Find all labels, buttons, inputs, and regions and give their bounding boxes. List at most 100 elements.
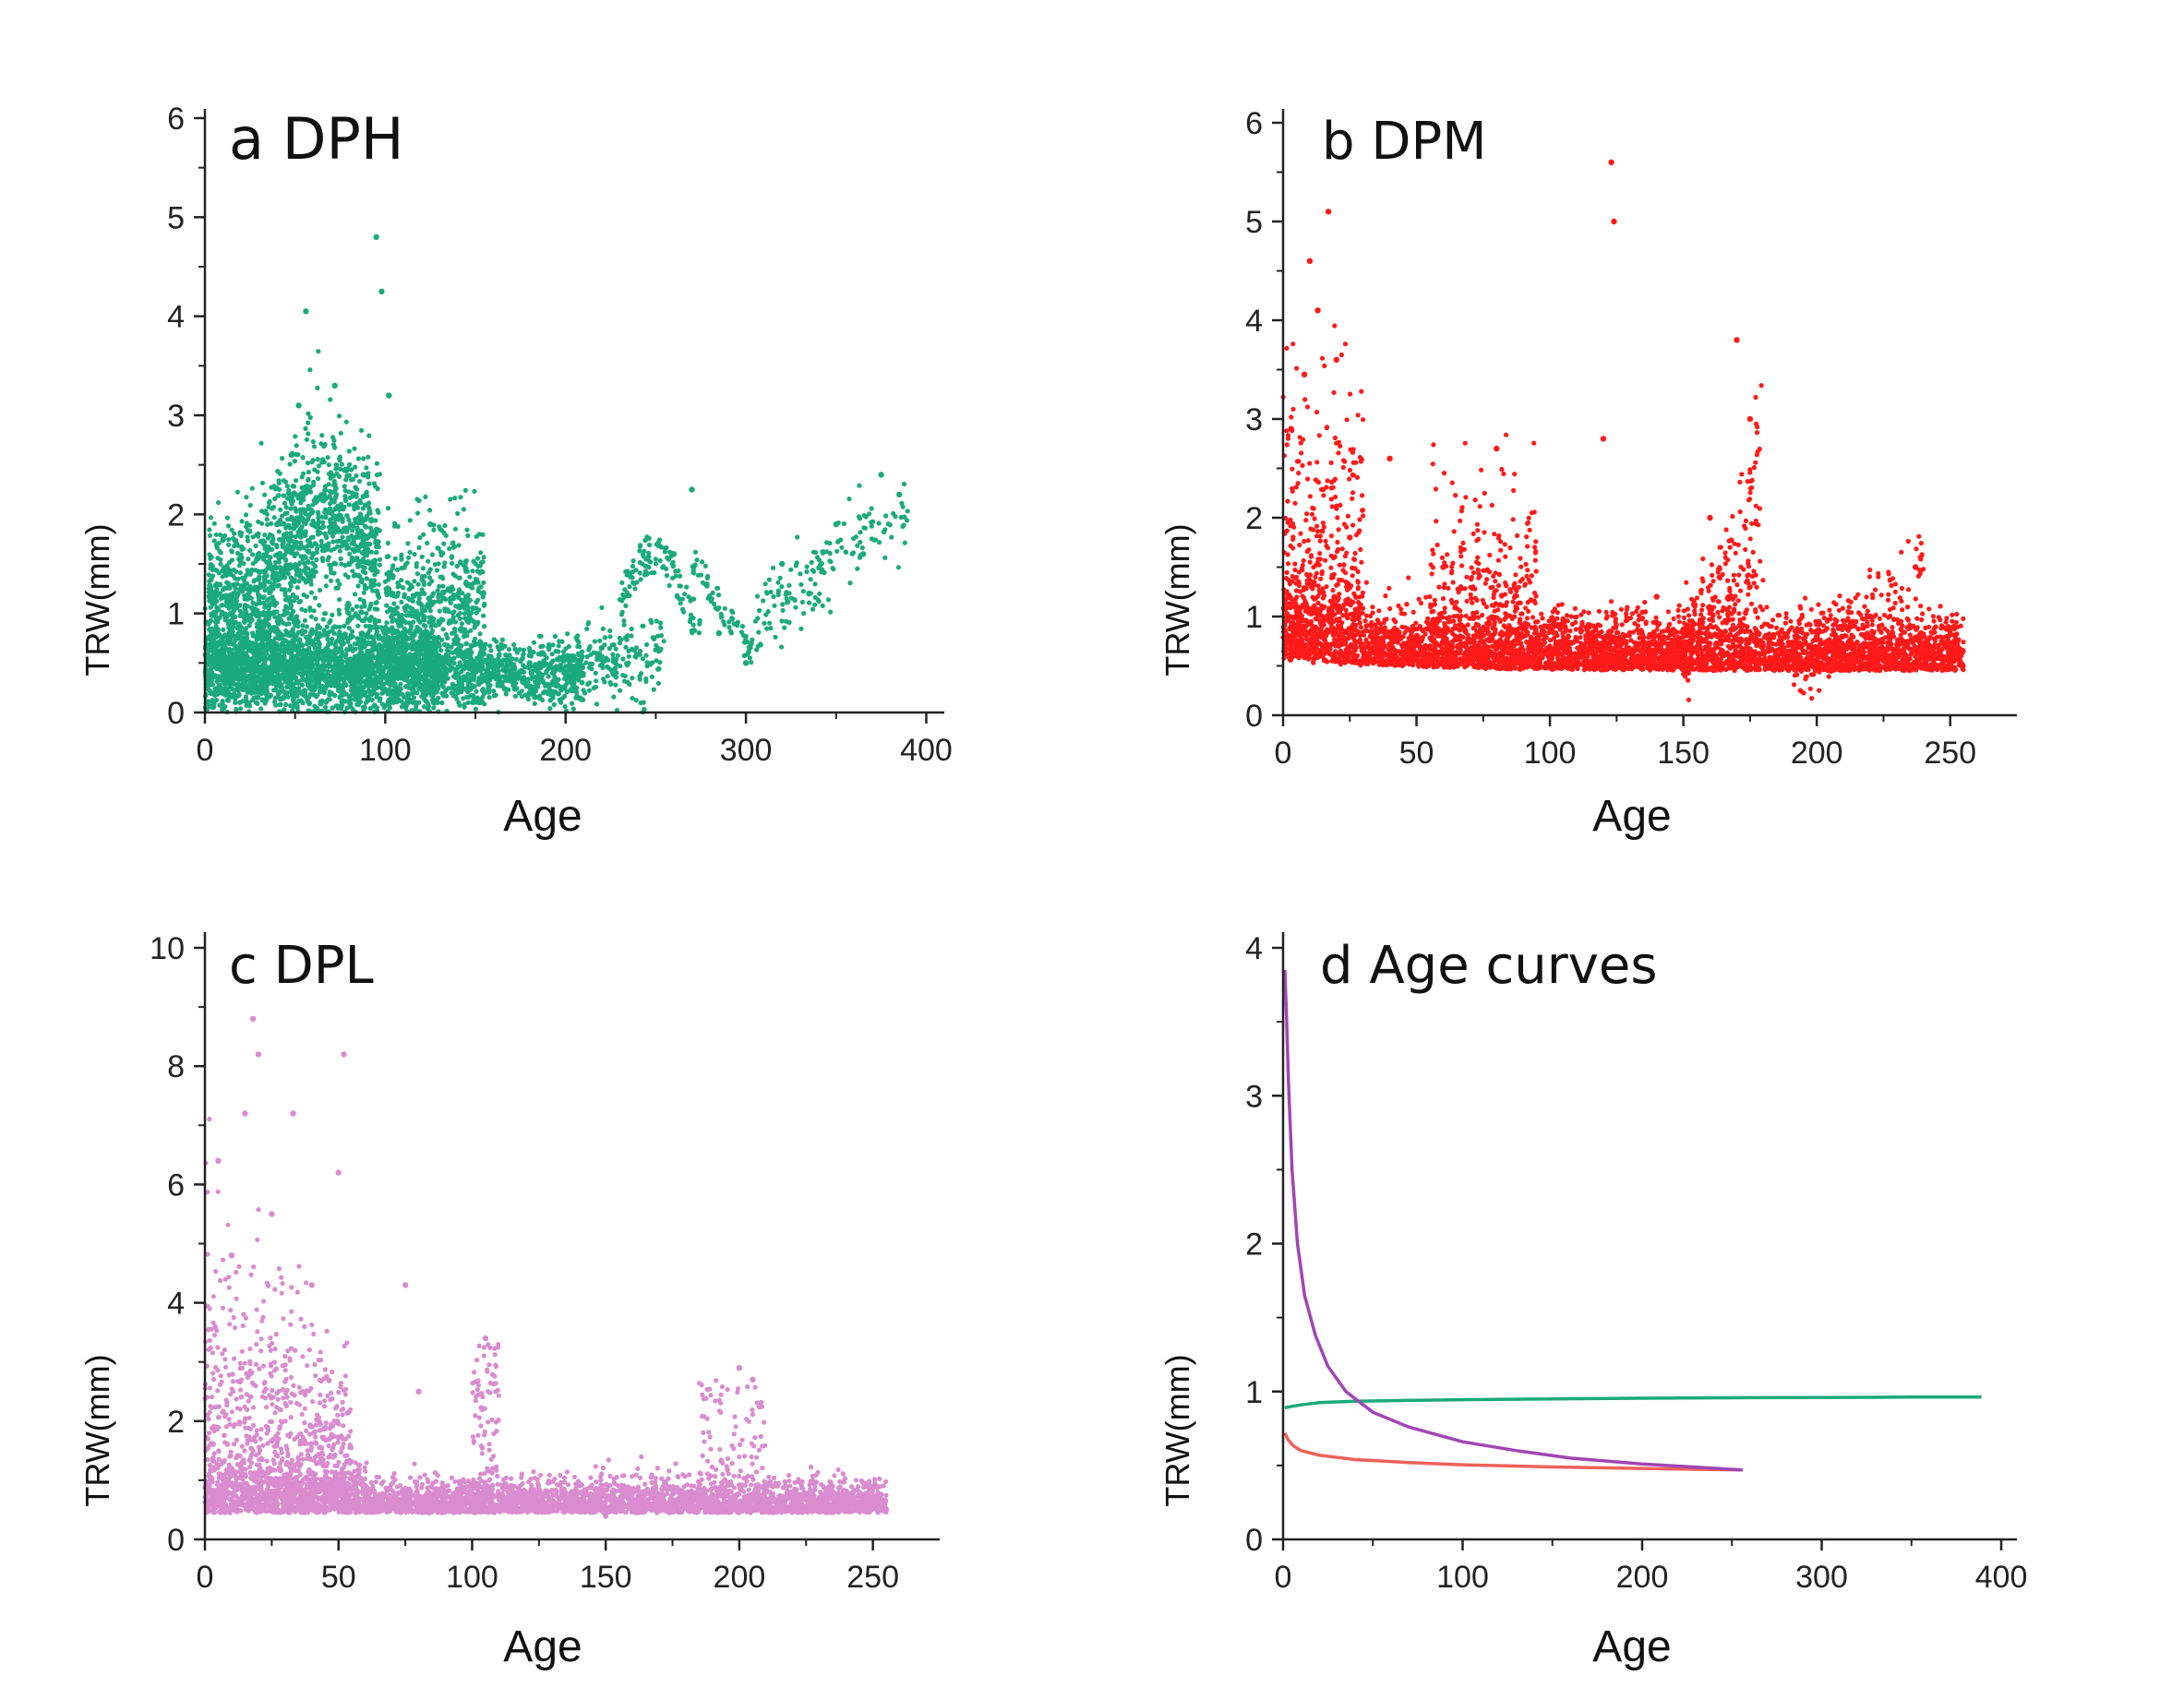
scatter-point (472, 625, 477, 630)
scatter-point (438, 526, 443, 533)
scatter-point (308, 581, 314, 587)
scatter-point (359, 550, 365, 556)
scatter-point (450, 610, 456, 617)
scatter-point (236, 691, 242, 698)
scatter-point (475, 597, 481, 603)
scatter-point (283, 701, 289, 708)
scatter-point (436, 598, 441, 605)
scatter-point (296, 686, 302, 691)
scatter-point (285, 664, 291, 669)
scatter-point (237, 700, 243, 705)
scatter-point (232, 531, 237, 536)
scatter-point (328, 397, 333, 402)
scatter-point (440, 627, 446, 632)
scatter-point (221, 706, 226, 712)
scatter-point (403, 619, 409, 626)
scatter-point (419, 554, 425, 559)
scatter-point (337, 454, 342, 460)
scatter-point (226, 536, 232, 543)
scatter-point (451, 595, 457, 601)
scatter-point (230, 594, 235, 600)
scatter-point (362, 704, 367, 710)
scatter-point (300, 455, 306, 461)
scatter-point (363, 570, 368, 576)
scatter-point (342, 681, 348, 687)
scatter-point (319, 543, 325, 548)
scatter-point (447, 598, 452, 604)
scatter-point (361, 652, 366, 658)
scatter-point (371, 582, 377, 588)
scatter-point (254, 602, 259, 607)
scatter-point (348, 703, 354, 709)
scatter-point (355, 583, 361, 589)
scatter-point (223, 573, 229, 579)
scatter-point (328, 567, 333, 572)
scatter-point (462, 487, 468, 493)
scatter-point (282, 608, 287, 614)
scatter-point (316, 349, 321, 354)
scatter-point (300, 676, 306, 681)
scatter-point (414, 561, 419, 567)
scatter-point (282, 479, 289, 485)
scatter-point (308, 590, 315, 595)
scatter-point (363, 623, 368, 629)
scatter-point (369, 517, 375, 522)
scatter-point (273, 683, 279, 688)
scatter-point (473, 706, 479, 712)
scatter-point (425, 540, 430, 546)
scatter-point (426, 679, 432, 685)
scatter-point (390, 676, 395, 681)
scatter-point (297, 637, 303, 642)
scatter-point (220, 699, 225, 704)
scatter-point (452, 629, 458, 635)
scatter-point (249, 585, 255, 591)
scatter-point (224, 599, 230, 605)
scatter-point (423, 494, 428, 500)
scatter-point (320, 520, 326, 525)
scatter-point (450, 571, 456, 577)
scatter-point (440, 583, 446, 589)
scatter-point (288, 506, 294, 511)
scatter-point (320, 617, 326, 622)
scatter-point (274, 570, 280, 576)
scatter-point (456, 605, 462, 610)
scatter-point (358, 427, 365, 433)
scatter-point (237, 570, 244, 576)
scatter-point (208, 681, 213, 687)
scatter-point (264, 610, 270, 616)
scatter-point (431, 634, 437, 640)
scatter-point (301, 493, 306, 499)
scatter-point (340, 688, 345, 694)
scatter-point (390, 617, 396, 622)
scatter-point (284, 484, 290, 489)
scatter-point (316, 640, 321, 645)
scatter-point (221, 566, 226, 571)
scatter-point (352, 446, 357, 451)
scatter-point (297, 560, 303, 566)
scatter-point (270, 581, 275, 587)
scatter-point (410, 640, 415, 646)
scatter-point (353, 646, 358, 652)
scatter-point (211, 609, 217, 616)
scatter-point (234, 489, 240, 495)
scatter-point (267, 558, 272, 564)
scatter-point (286, 616, 292, 621)
scatter-point (390, 700, 396, 705)
scatter-point (316, 512, 321, 519)
scatter-point (275, 664, 282, 670)
scatter-point (269, 539, 274, 545)
scatter-point (286, 536, 292, 543)
scatter-point (348, 521, 354, 527)
scatter-point (282, 652, 287, 659)
scatter-point (364, 465, 369, 471)
scatter-point (259, 521, 265, 526)
scatter-point (306, 420, 311, 425)
scatter-point (319, 433, 325, 438)
scatter-point (478, 550, 484, 556)
scatter-point (309, 510, 315, 516)
scatter-point (217, 548, 222, 555)
scatter-point (293, 434, 298, 439)
scatter-point (206, 660, 212, 665)
scatter-point (409, 664, 415, 669)
